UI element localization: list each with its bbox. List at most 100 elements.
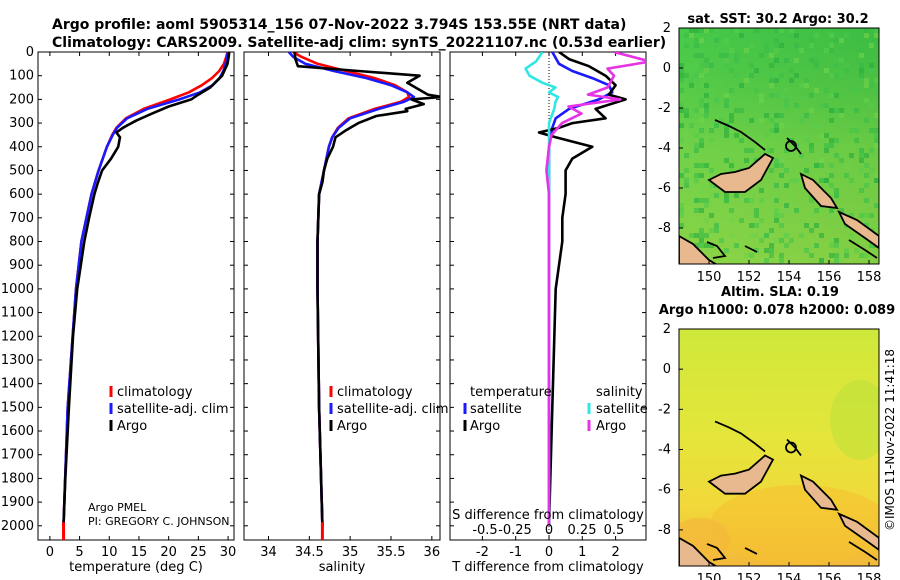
sst-pixel [774, 28, 779, 33]
sst-pixel [859, 48, 864, 53]
sst-pixel [724, 58, 729, 63]
map-x-tick-label: 156 [817, 572, 842, 580]
sst-pixel [699, 208, 704, 213]
sst-pixel [724, 103, 729, 108]
map-y-tick-label: -4 [658, 443, 671, 458]
sst-pixel [694, 208, 699, 213]
sst-pixel [784, 233, 789, 238]
sst-pixel [694, 53, 699, 58]
sst-pixel [829, 183, 834, 188]
sst-pixel [864, 183, 869, 188]
sst-pixel [859, 253, 864, 258]
sst-pixel [709, 183, 714, 188]
sst-pixel [869, 243, 874, 248]
sst-pixel [699, 143, 704, 148]
sst-pixel [774, 113, 779, 118]
sst-pixel [714, 223, 719, 228]
sst-pixel [824, 48, 829, 53]
sst-pixel [854, 128, 859, 133]
difference-lines [524, 52, 646, 526]
sst-pixel [729, 88, 734, 93]
sst-pixel [724, 158, 729, 163]
sst-pixel [699, 138, 704, 143]
sst-pixel [734, 58, 739, 63]
sla-map-panel: Altim. SLA: 0.19 Argo h1000: 0.078 h2000… [658, 285, 895, 580]
sst-pixel [794, 208, 799, 213]
series-argo [293, 52, 440, 526]
sst-pixel [809, 93, 814, 98]
sst-pixel [679, 138, 684, 143]
legend-t-argo-label: Argo [470, 419, 500, 434]
sst-pixel [759, 53, 764, 58]
sst-pixel [864, 98, 869, 103]
temperature-legend: climatology satellite-adj. clim Argo [109, 385, 229, 434]
sst-pixel [739, 108, 744, 113]
sst-pixel [779, 173, 784, 178]
sst-pixel [699, 128, 704, 133]
figure-title-line2: Climatology: CARS2009. Satellite-adj cli… [52, 35, 666, 51]
sst-pixel [824, 178, 829, 183]
sst-pixel [789, 68, 794, 73]
sst-pixel [804, 248, 809, 253]
sst-pixel [809, 58, 814, 63]
sst-pixels [679, 28, 879, 263]
temperature-axes-box [37, 51, 235, 541]
sst-pixel [699, 238, 704, 243]
sst-pixel [689, 78, 694, 83]
sst-pixel [789, 178, 794, 183]
sst-pixel [754, 68, 759, 73]
sst-pixel [829, 138, 834, 143]
sst-pixel [724, 128, 729, 133]
sst-pixel [704, 113, 709, 118]
sst-pixel [684, 113, 689, 118]
map-x-tick-label: 158 [857, 270, 882, 285]
coastline [837, 210, 879, 250]
sst-pixel [679, 213, 684, 218]
sst-pixel [699, 103, 704, 108]
sst-pixel [794, 73, 799, 78]
sst-pixel [849, 233, 854, 238]
sst-pixel [679, 123, 684, 128]
sst-pixel [839, 58, 844, 63]
coastline [707, 152, 775, 193]
coastline [848, 239, 878, 259]
sst-pixel [739, 43, 744, 48]
sst-pixel [829, 173, 834, 178]
s-tick-label: 0.5 [604, 523, 625, 538]
sst-pixel [694, 163, 699, 168]
sst-pixel [814, 88, 819, 93]
sst-pixel [864, 83, 869, 88]
sst-pixel [874, 128, 879, 133]
x-tick-label: 30 [220, 545, 237, 560]
sst-pixel [769, 48, 774, 53]
sst-pixel [779, 238, 784, 243]
sst-pixel [719, 53, 724, 58]
sst-pixel [769, 73, 774, 78]
sst-pixel [759, 143, 764, 148]
y-tick-label: 1400 [1, 377, 34, 392]
sst-pixel [694, 38, 699, 43]
sst-pixel [749, 233, 754, 238]
coastline [799, 172, 839, 210]
sst-pixel [859, 188, 864, 193]
sst-pixel [814, 208, 819, 213]
sst-pixel [864, 153, 869, 158]
sst-pixel [679, 163, 684, 168]
sst-pixel [864, 163, 869, 168]
sst-pixel [734, 133, 739, 138]
sst-pixel [794, 103, 799, 108]
y-tick-label: 1500 [1, 400, 34, 415]
sst-pixel [769, 128, 774, 133]
sst-pixel [789, 238, 794, 243]
sst-pixel [789, 93, 794, 98]
y-tick-label: 1300 [1, 353, 34, 368]
sst-pixel [729, 118, 734, 123]
sst-pixel [834, 38, 839, 43]
salinity-panel: 34 34.5 35 35.5 36 salinity climatology sate… [243, 51, 449, 575]
y-tick-label: 0 [26, 45, 34, 60]
y-tick-label: 700 [9, 211, 34, 226]
sst-pixel [679, 78, 684, 83]
map-y-tick-label: -6 [658, 483, 671, 498]
sst-pixel [704, 203, 709, 208]
sst-pixel [699, 98, 704, 103]
